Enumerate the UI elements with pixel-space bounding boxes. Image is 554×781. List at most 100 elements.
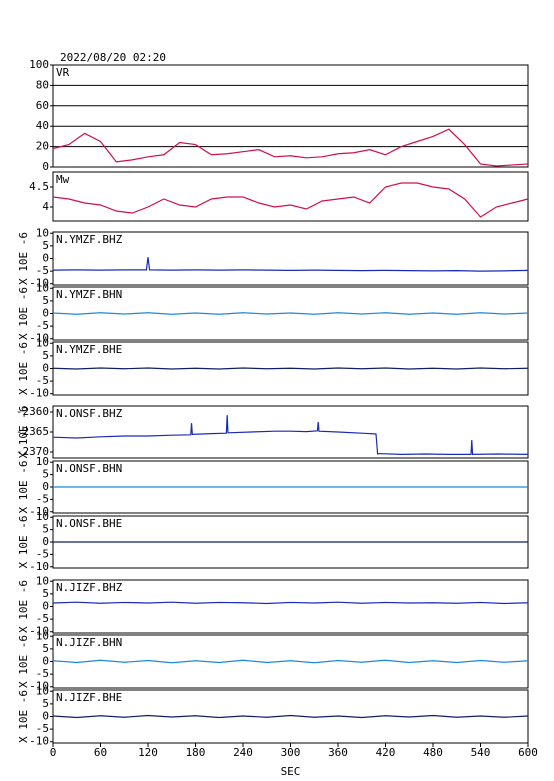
y-tick-label: -10 xyxy=(29,735,49,748)
y-tick-label: 0 xyxy=(42,362,49,375)
y-tick-label: 5 xyxy=(42,642,49,655)
series-line xyxy=(52,415,529,456)
y-tick-label: 0 xyxy=(42,710,49,723)
series-line xyxy=(52,128,529,167)
x-axis-label: SEC xyxy=(281,765,301,778)
y-tick-label: 5 xyxy=(42,697,49,710)
y-tick-label: 20 xyxy=(36,140,49,153)
y-axis-label: X 10E -6 xyxy=(17,516,30,569)
y-tick-label: 100 xyxy=(29,58,49,71)
panel-frame xyxy=(52,231,529,286)
y-tick-label: 10 xyxy=(36,574,49,587)
x-tick-label: 240 xyxy=(233,746,253,759)
y-axis-label: X 10E -6 xyxy=(17,461,30,514)
y-tick-label: 5 xyxy=(42,349,49,362)
series-line xyxy=(52,659,529,664)
y-axis-label: X 10E -6 xyxy=(17,635,30,688)
panel-label: N.YMZF.BHE xyxy=(56,343,122,356)
series-line xyxy=(52,182,529,218)
panel-frame xyxy=(52,689,529,744)
panel-label: Mw xyxy=(56,173,70,186)
y-tick-label: 0 xyxy=(42,480,49,493)
y-tick-label: 10 xyxy=(36,629,49,642)
panel-label: N.JIZF.BHN xyxy=(56,636,122,649)
chart-title: 2022/08/20 02:20 xyxy=(60,51,166,64)
y-axis-label: X 10E -6 xyxy=(17,287,30,340)
x-tick-label: 420 xyxy=(376,746,396,759)
x-tick-label: 120 xyxy=(138,746,158,759)
y-tick-label: -5 xyxy=(36,264,49,277)
y-axis-label: X 10E -6 xyxy=(17,342,30,395)
y-tick-label: -10 xyxy=(29,625,49,638)
y-tick-label: 5 xyxy=(42,239,49,252)
y-tick-label: 5 xyxy=(42,587,49,600)
y-tick-label: 0 xyxy=(42,307,49,320)
y-tick-label: -10 xyxy=(29,277,49,290)
y-tick-label: -5 xyxy=(36,547,49,560)
x-tick-label: 60 xyxy=(94,746,107,759)
y-axis-label: X 10E -6 xyxy=(17,406,30,459)
y-tick-label: 0 xyxy=(42,600,49,613)
y-tick-label: -5 xyxy=(36,667,49,680)
panel-frame xyxy=(52,634,529,689)
panel-label: N.YMZF.BHN xyxy=(56,288,122,301)
x-tick-label: 480 xyxy=(423,746,443,759)
y-tick-label: 5 xyxy=(42,468,49,481)
y-tick-label: 10 xyxy=(36,510,49,523)
y-tick-label: 10 xyxy=(36,226,49,239)
y-tick-label: 10 xyxy=(36,336,49,349)
panel-label: N.JIZF.BHZ xyxy=(56,581,123,594)
y-tick-label: -5 xyxy=(36,492,49,505)
series-line xyxy=(52,601,529,605)
panel-label: N.JIZF.BHE xyxy=(56,691,122,704)
panel-frame xyxy=(52,405,529,459)
y-tick-label: 0 xyxy=(42,252,49,265)
y-tick-label: -10 xyxy=(29,560,49,573)
panel-label: N.YMZF.BHZ xyxy=(56,233,123,246)
y-tick-label: 10 xyxy=(36,281,49,294)
series-line xyxy=(52,367,529,370)
y-tick-label: -5 xyxy=(36,722,49,735)
y-tick-label: -2360 xyxy=(16,405,49,418)
y-tick-label: 60 xyxy=(36,99,49,112)
panel-label: VR xyxy=(56,66,70,79)
y-tick-label: -10 xyxy=(29,387,49,400)
x-tick-label: 180 xyxy=(186,746,206,759)
y-tick-label: -10 xyxy=(29,332,49,345)
x-tick-label: 600 xyxy=(518,746,538,759)
y-tick-label: -5 xyxy=(36,319,49,332)
y-tick-label: -10 xyxy=(29,505,49,518)
panel-label: N.ONSF.BHE xyxy=(56,517,122,530)
panel-frame xyxy=(52,579,529,634)
y-tick-label: -5 xyxy=(36,612,49,625)
y-tick-label: 4.5 xyxy=(29,180,49,193)
x-tick-label: 0 xyxy=(50,746,57,759)
series-line xyxy=(52,312,529,315)
y-tick-label: 10 xyxy=(36,684,49,697)
x-tick-label: 540 xyxy=(471,746,491,759)
y-tick-label: -5 xyxy=(36,374,49,387)
y-tick-label: -10 xyxy=(29,680,49,693)
panel-label: N.ONSF.BHZ xyxy=(56,407,123,420)
x-tick-label: 300 xyxy=(281,746,301,759)
panel-frame xyxy=(52,171,529,222)
y-tick-label: 40 xyxy=(36,119,49,132)
panel-frame xyxy=(52,64,529,168)
series-line xyxy=(52,714,529,719)
y-tick-label: -2370 xyxy=(16,445,49,458)
y-axis-label: X 10E -6 xyxy=(17,690,30,743)
y-tick-label: 0 xyxy=(42,655,49,668)
series-line xyxy=(52,257,529,272)
y-tick-label: 10 xyxy=(36,455,49,468)
y-tick-label: 5 xyxy=(42,523,49,536)
y-tick-label: 0 xyxy=(42,535,49,548)
y-tick-label: -2365 xyxy=(16,425,49,438)
y-tick-label: 5 xyxy=(42,294,49,307)
y-tick-label: 0 xyxy=(42,160,49,173)
panel-label: N.ONSF.BHN xyxy=(56,462,122,475)
y-axis-label: X 10E -6 xyxy=(17,232,30,285)
x-tick-label: 360 xyxy=(328,746,348,759)
y-axis-label: X 10E -6 xyxy=(17,580,30,633)
y-tick-label: 4 xyxy=(42,200,49,213)
